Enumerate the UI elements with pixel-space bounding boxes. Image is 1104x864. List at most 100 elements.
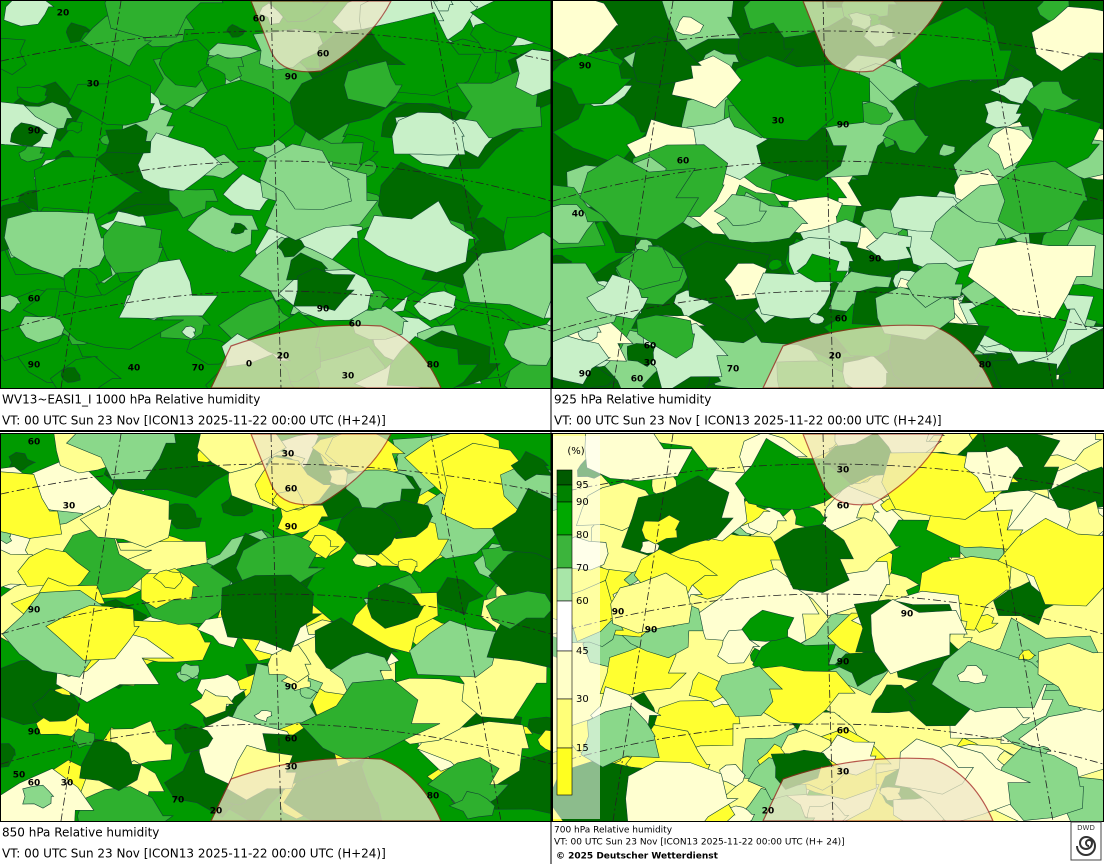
caption-time: VT: 00 UTC Sun 23 Nov [ICON13 2025-11-22… (2, 414, 386, 428)
graticule (1, 434, 551, 821)
humidity-area (65, 22, 94, 44)
humidity-area (963, 445, 1025, 493)
copyright: © 2025 Deutscher Wetterdienst (556, 852, 719, 862)
humidity-area (641, 514, 681, 545)
land (762, 324, 994, 388)
contour-label: 60 (631, 375, 644, 385)
land (802, 1, 944, 73)
humidity-area (10, 122, 49, 147)
contour-label: 20 (277, 352, 290, 362)
contour-label: 50 (13, 771, 26, 781)
humidity-area (63, 267, 103, 298)
contour-label: 60 (317, 50, 330, 60)
humidity-area (397, 558, 418, 575)
contour-label: 30 (342, 372, 355, 382)
colorbar-swatch (556, 600, 573, 652)
contour-label: 80 (979, 361, 992, 371)
humidity-area (68, 75, 155, 126)
map-panel: 20 60 60 90 30 90 60 90 60 90 40 70 0 20 30 80 (1, 1, 551, 388)
caption-title: 700 hPa Relative humidity (554, 826, 673, 836)
humidity-area (625, 761, 739, 821)
humidity-area (1048, 466, 1103, 513)
humidity-area (189, 688, 235, 719)
humidity-area (741, 609, 795, 642)
contour-label: 30 (61, 779, 74, 789)
humidity-area (632, 35, 702, 86)
contour-label: 90 (285, 73, 298, 83)
contour-label: 60 (28, 438, 41, 448)
humidity-area (768, 259, 785, 271)
humidity-area (1, 471, 63, 539)
colorbar-label: 15 (576, 743, 589, 754)
humidity-area (3, 1, 55, 27)
contour-label: 80 (427, 792, 440, 802)
contour-label: 90 (612, 608, 625, 618)
humidity-area (1037, 642, 1103, 713)
contour-label: 20 (762, 807, 775, 817)
humidity-area (65, 434, 177, 480)
contour-label: 70 (172, 796, 185, 806)
contour-label: 30 (837, 768, 850, 778)
contour-label: 90 (579, 370, 592, 380)
colorbar-label: 80 (576, 530, 589, 541)
colorbar-label: 30 (576, 694, 589, 705)
contour-label: 60 (835, 315, 848, 325)
humidity-area (277, 235, 306, 258)
humidity-area (60, 367, 81, 383)
humidity-area (367, 583, 425, 629)
humidity-area (906, 262, 964, 308)
humidity-area (168, 189, 219, 219)
colorbar-swatch (556, 567, 573, 602)
humidity-area (137, 132, 223, 192)
humidity-area (253, 710, 273, 722)
contour-label: 90 (837, 658, 850, 668)
humidity-area (882, 119, 930, 154)
humidity-area (1031, 6, 1103, 72)
caption-time: VT: 00 UTC Sun 23 Nov [ICON13 2025-11-22… (2, 847, 386, 861)
humidity-area (675, 16, 705, 36)
contour-label: 90 (285, 523, 298, 533)
contour-label: 30 (285, 763, 298, 773)
humidity-area (756, 113, 848, 181)
contour-label: 0 (246, 360, 252, 370)
humidity-area (870, 684, 917, 714)
humidity-area (796, 253, 848, 283)
colorbar: (%) 95 90 80 70 60 45 30 15 (553, 436, 600, 819)
humidity-area (553, 204, 595, 244)
humidity-area (18, 315, 66, 343)
land (762, 757, 994, 821)
humidity-area (308, 534, 340, 560)
humidity-area (180, 662, 201, 679)
colorbar-swatch (556, 534, 573, 569)
contour-label: 90 (901, 610, 914, 620)
humidity-area (537, 729, 551, 752)
humidity-area (299, 687, 319, 699)
humidity-area (181, 325, 196, 340)
humidity-area (299, 678, 441, 763)
colorbar-label: 90 (576, 497, 589, 508)
colorbar-unit: (%) (567, 446, 584, 457)
colorbar-swatch (556, 747, 573, 796)
contour-label: 60 (28, 295, 41, 305)
humidity-area (636, 314, 695, 359)
humidity-area (69, 728, 98, 749)
contour-label: 60 (285, 735, 298, 745)
humidity-area (343, 60, 403, 109)
humidity-area (1018, 702, 1103, 779)
contour-label: 80 (427, 361, 440, 371)
contour-label: 90 (28, 361, 41, 371)
humidity-area (16, 84, 49, 104)
map-panel: 30 60 90 90 90 90 60 30 20 (553, 434, 1103, 821)
caption-title: 925 hPa Relative humidity (554, 393, 711, 407)
humidity-area (515, 49, 551, 96)
humidity-area (485, 590, 551, 630)
humidity-area (22, 784, 55, 809)
humidity-area (413, 290, 457, 322)
caption-title: WV13~EASI1_I 1000 hPa Relative humidity (2, 393, 260, 407)
humidity-area (967, 241, 1096, 319)
humidity-area (553, 53, 633, 105)
humidity-area (105, 123, 152, 154)
humidity-area (259, 143, 352, 210)
contour-label: 90 (28, 127, 41, 137)
